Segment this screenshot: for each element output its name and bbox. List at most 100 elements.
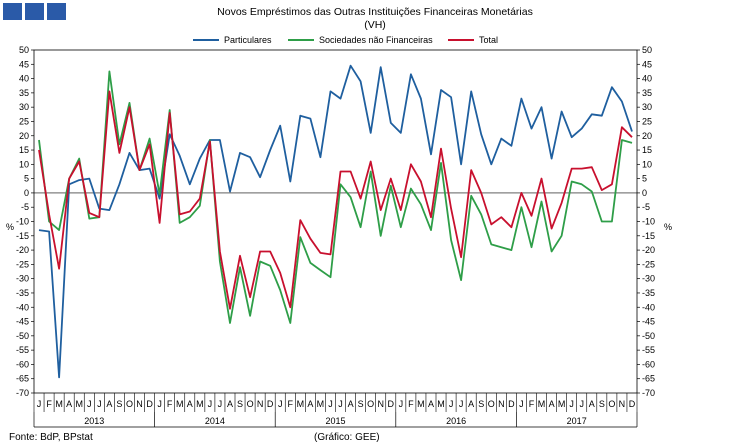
x-tick-label: J [157, 399, 162, 409]
legend-label: Total [479, 35, 498, 45]
x-tick-label: N [136, 399, 143, 409]
x-tick-label: S [237, 399, 243, 409]
x-tick-label: M [196, 399, 204, 409]
x-tick-label: A [589, 399, 595, 409]
x-year-label: 2014 [205, 416, 225, 426]
legend-label: Particulares [224, 35, 272, 45]
y-tick-label-right: 25 [642, 116, 652, 126]
chart-title: Novos Empréstimos das Outras Instituiçõe… [217, 6, 533, 18]
y-axis-label-right: % [664, 222, 672, 232]
y-tick-label-right: -65 [642, 374, 655, 384]
x-tick-label: F [529, 399, 535, 409]
y-tick-label-left: 0 [24, 188, 29, 198]
x-tick-label: J [569, 399, 574, 409]
y-axis-label-left: % [6, 222, 14, 232]
y-tick-label-left: -45 [16, 317, 29, 327]
x-tick-label: J [459, 399, 464, 409]
source-note: Fonte: BdP, BPstat [9, 432, 93, 443]
y-tick-label-right: 50 [642, 45, 652, 55]
y-tick-label-left: -25 [16, 259, 29, 269]
y-tick-label-right: -35 [642, 288, 655, 298]
x-tick-label: S [599, 399, 605, 409]
x-tick-label: F [288, 399, 294, 409]
x-tick-label: O [247, 399, 254, 409]
legend-label: Sociedades não Financeiras [319, 35, 433, 45]
y-tick-label-left: -70 [16, 388, 29, 398]
x-tick-label: J [87, 399, 92, 409]
x-tick-label: N [257, 399, 264, 409]
x-tick-label: M [317, 399, 325, 409]
x-tick-label: A [106, 399, 112, 409]
x-tick-label: A [307, 399, 313, 409]
y-tick-label-left: -15 [16, 231, 29, 241]
x-tick-label: M [558, 399, 566, 409]
y-tick-label-right: -70 [642, 388, 655, 398]
y-tick-label-left: -35 [16, 288, 29, 298]
y-tick-label-right: -55 [642, 345, 655, 355]
x-tick-label: D [146, 399, 153, 409]
x-tick-label: D [629, 399, 636, 409]
x-tick-label: N [498, 399, 505, 409]
x-tick-label: M [75, 399, 83, 409]
y-tick-label-right: 35 [642, 88, 652, 98]
series-line-total [38, 90, 633, 310]
y-tick-label-right: -45 [642, 317, 655, 327]
y-tick-label-left: 20 [19, 131, 29, 141]
series-line-particulares [38, 64, 633, 379]
y-tick-label-left: 40 [19, 74, 29, 84]
y-tick-label-right: -30 [642, 274, 655, 284]
x-tick-label: D [267, 399, 274, 409]
y-tick-label-right: -15 [642, 231, 655, 241]
chart-credit: (Gráfico: GEE) [314, 432, 380, 443]
x-tick-label: N [377, 399, 384, 409]
x-tick-label: J [97, 399, 102, 409]
y-tick-label-left: 35 [19, 88, 29, 98]
y-tick-label-right: 0 [642, 188, 647, 198]
x-tick-label: A [549, 399, 555, 409]
x-tick-label: J [338, 399, 343, 409]
chart-subtitle: (VH) [364, 19, 386, 31]
y-tick-label-left: -40 [16, 302, 29, 312]
x-tick-label: M [297, 399, 305, 409]
x-tick-label: A [468, 399, 474, 409]
x-tick-label: O [608, 399, 615, 409]
y-tick-label-left: -60 [16, 359, 29, 369]
x-tick-label: A [227, 399, 233, 409]
y-tick-label-left: 25 [19, 116, 29, 126]
x-tick-label: M [437, 399, 445, 409]
y-tick-label-right: 20 [642, 131, 652, 141]
y-tick-label-left: 5 [24, 174, 29, 184]
y-tick-label-left: 50 [19, 45, 29, 55]
x-tick-label: A [348, 399, 354, 409]
y-tick-label-right: 45 [642, 59, 652, 69]
x-tick-label: A [428, 399, 434, 409]
x-tick-label: S [116, 399, 122, 409]
y-tick-label-right: 10 [642, 159, 652, 169]
x-tick-label: J [218, 399, 223, 409]
x-tick-label: M [417, 399, 425, 409]
logo-square [47, 3, 66, 20]
x-tick-label: J [449, 399, 454, 409]
y-tick-label-left: 30 [19, 102, 29, 112]
y-tick-label-right: -50 [642, 331, 655, 341]
plot-frame [33, 49, 638, 394]
y-tick-label-left: -50 [16, 331, 29, 341]
series-line-sociedades-n-o-financeiras [38, 70, 633, 324]
x-tick-label: M [55, 399, 63, 409]
x-tick-label: N [619, 399, 626, 409]
y-tick-label-right: -60 [642, 359, 655, 369]
y-tick-label-left: 15 [19, 145, 29, 155]
y-tick-label-right: -10 [642, 217, 655, 227]
x-tick-label: D [388, 399, 395, 409]
x-year-label: 2016 [446, 416, 466, 426]
y-tick-label-left: -65 [16, 374, 29, 384]
x-tick-label: J [278, 399, 283, 409]
x-tick-label: A [66, 399, 72, 409]
x-tick-label: O [488, 399, 495, 409]
x-tick-label: J [208, 399, 213, 409]
y-tick-label-left: -20 [16, 245, 29, 255]
y-tick-label-right: -25 [642, 259, 655, 269]
x-tick-label: F [46, 399, 52, 409]
y-tick-label-right: 15 [642, 145, 652, 155]
